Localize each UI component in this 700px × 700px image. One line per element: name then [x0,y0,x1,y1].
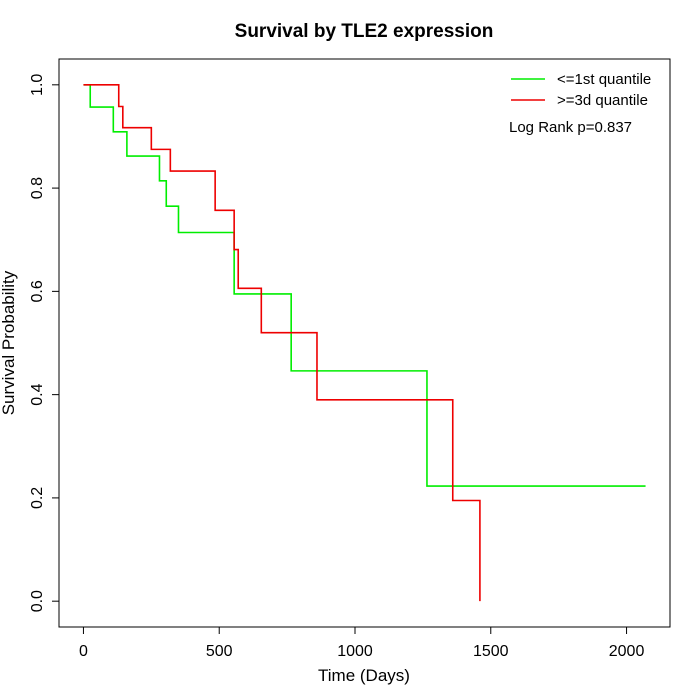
survival-curve-low [83,84,646,487]
series-layer [83,84,646,602]
survival-curve-high [83,84,481,602]
y-tick-label: 0.8 [29,177,46,199]
x-tick-label: 0 [79,643,88,660]
x-tick-label: 1500 [473,643,509,660]
legend-label: <=1st quantile [557,71,651,88]
y-axis-label: Survival Probability [0,270,18,415]
y-tick-label: 0.2 [29,487,46,509]
legend: <=1st quantile >=3d quantile [511,71,651,109]
y-axis: 0.0 0.2 0.4 0.6 0.8 1.0 [29,74,60,612]
x-tick-label: 500 [206,643,233,660]
x-tick-label: 1000 [337,643,373,660]
y-tick-label: 1.0 [29,74,46,96]
x-axis-label: Time (Days) [318,666,410,685]
legend-label: >=3d quantile [557,92,648,109]
log-rank-annotation: Log Rank p=0.837 [509,119,632,136]
y-tick-label: 0.4 [29,383,46,405]
x-axis: 0 500 1000 1500 2000 [79,626,645,660]
y-tick-label: 0.0 [29,590,46,612]
x-tick-label: 2000 [609,643,645,660]
chart-title: Survival by TLE2 expression [235,21,494,42]
y-tick-label: 0.6 [29,280,46,302]
